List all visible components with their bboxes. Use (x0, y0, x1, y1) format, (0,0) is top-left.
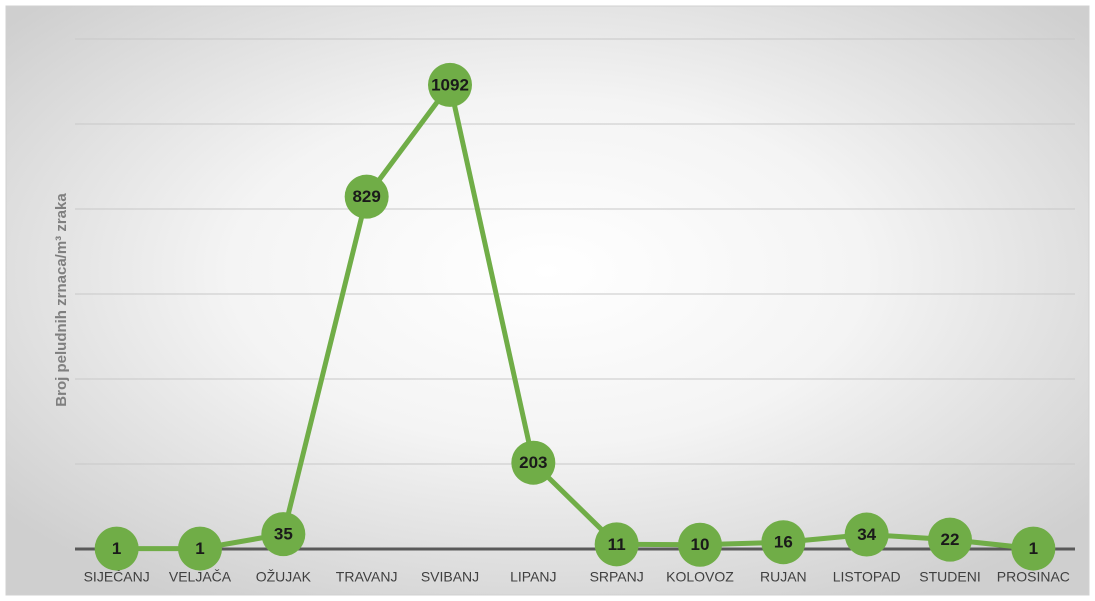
x-tick-label: STUDENI (919, 569, 980, 585)
data-label: 11 (608, 535, 626, 554)
data-point (678, 522, 722, 567)
data-point (1011, 526, 1056, 571)
data-label: 829 (352, 187, 380, 206)
x-tick-label: TRAVANJ (336, 569, 398, 585)
x-tick-label: LIPANJ (510, 569, 556, 585)
data-label: 1 (195, 539, 204, 558)
x-tick-label: SIJEČANJ (84, 569, 150, 585)
x-tick-label: PROSINAC (997, 569, 1070, 585)
data-label: 35 (274, 525, 293, 544)
x-tick-label: SRPANJ (590, 569, 644, 585)
data-point (844, 512, 889, 557)
data-point (261, 512, 306, 557)
data-point (344, 174, 389, 219)
data-label: 10 (691, 535, 710, 554)
data-point (94, 526, 139, 571)
data-point (178, 526, 222, 571)
x-tick-label: SVIBANJ (421, 569, 479, 585)
data-point (511, 440, 556, 485)
data-label: 22 (941, 530, 960, 549)
data-label: 1 (112, 539, 121, 558)
x-tick-label: KOLOVOZ (666, 569, 734, 585)
chart-background (5, 5, 1090, 596)
x-tick-label: RUJAN (760, 569, 807, 585)
data-label: 1 (1029, 539, 1038, 558)
data-label: 34 (857, 525, 876, 544)
data-point (928, 517, 972, 562)
data-label: 16 (774, 533, 793, 552)
x-tick-label: VELJAČA (169, 569, 232, 585)
data-point (428, 62, 472, 107)
y-axis-label: Broj peludnih zrnaca/m³ zraka (53, 193, 70, 407)
data-label: 1092 (431, 75, 469, 94)
data-point (761, 520, 806, 565)
x-tick-label: LISTOPAD (833, 569, 901, 585)
data-label: 203 (519, 453, 547, 472)
x-tick-label: OŽUJAK (256, 569, 312, 585)
data-point (594, 522, 639, 567)
